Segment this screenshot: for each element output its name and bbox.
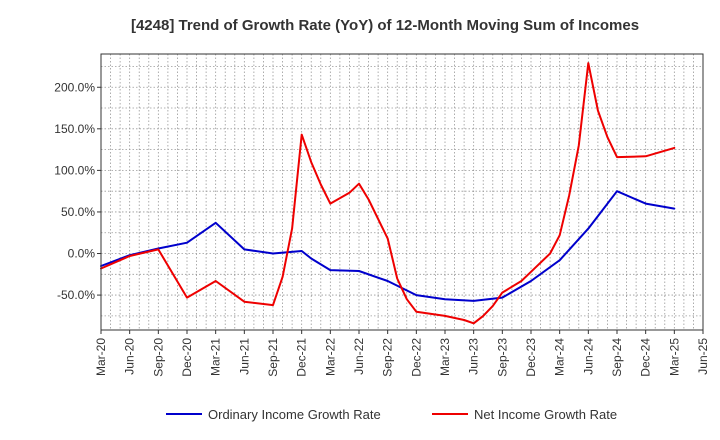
x-tick-label: Jun-24 <box>581 338 595 375</box>
x-tick-label: Jun-20 <box>123 338 137 375</box>
x-tick-label: Jun-25 <box>696 338 710 375</box>
chart-title: [4248] Trend of Growth Rate (YoY) of 12-… <box>131 17 639 34</box>
y-tick-label: 150.0% <box>54 122 95 136</box>
x-tick-label: Mar-24 <box>553 338 567 376</box>
legend: Ordinary Income Growth Rate Net Income Gr… <box>166 407 617 422</box>
grid <box>100 54 704 330</box>
plot-frame <box>100 53 704 331</box>
x-tick-label: Dec-23 <box>524 338 538 377</box>
x-tick-label: Sep-23 <box>495 338 509 377</box>
series-line-net-income <box>100 62 676 325</box>
x-tick-label: Mar-21 <box>209 338 223 376</box>
x-tick-label: Mar-25 <box>667 338 681 376</box>
x-tick-label: Sep-21 <box>266 338 280 377</box>
series-line-ordinary-income <box>100 190 676 302</box>
x-tick-label: Jun-23 <box>467 338 481 375</box>
x-tick-label: Dec-20 <box>180 338 194 377</box>
x-tick-label: Jun-21 <box>237 338 251 375</box>
x-tick-label: Sep-24 <box>610 338 624 377</box>
x-tick-label: Dec-21 <box>295 338 309 377</box>
y-tick-label: 200.0% <box>54 80 95 94</box>
y-axis: -50.0% 0.0% 50.0% 100.0% 150.0% 200.0% <box>54 80 101 302</box>
x-tick-label: Mar-23 <box>438 338 452 376</box>
y-tick-label: 100.0% <box>54 163 95 177</box>
legend-label: Net Income Growth Rate <box>474 407 617 422</box>
series-lines <box>100 62 676 325</box>
x-tick-label: Jun-22 <box>352 338 366 375</box>
y-tick-label: -50.0% <box>57 288 95 302</box>
plot-background <box>101 54 703 330</box>
x-tick-label: Mar-22 <box>323 338 337 376</box>
legend-label: Ordinary Income Growth Rate <box>208 407 381 422</box>
y-tick-label: 50.0% <box>61 205 95 219</box>
y-tick-label: 0.0% <box>68 247 96 261</box>
x-tick-label: Dec-22 <box>409 338 423 377</box>
x-tick-label: Mar-20 <box>94 338 108 376</box>
x-tick-label: Sep-20 <box>151 338 165 377</box>
x-axis: Mar-20 Jun-20 Sep-20 Dec-20 Mar-21 Jun-21 Sep-… <box>94 330 710 377</box>
x-tick-label: Sep-22 <box>381 338 395 377</box>
x-tick-label: Dec-24 <box>639 338 653 377</box>
